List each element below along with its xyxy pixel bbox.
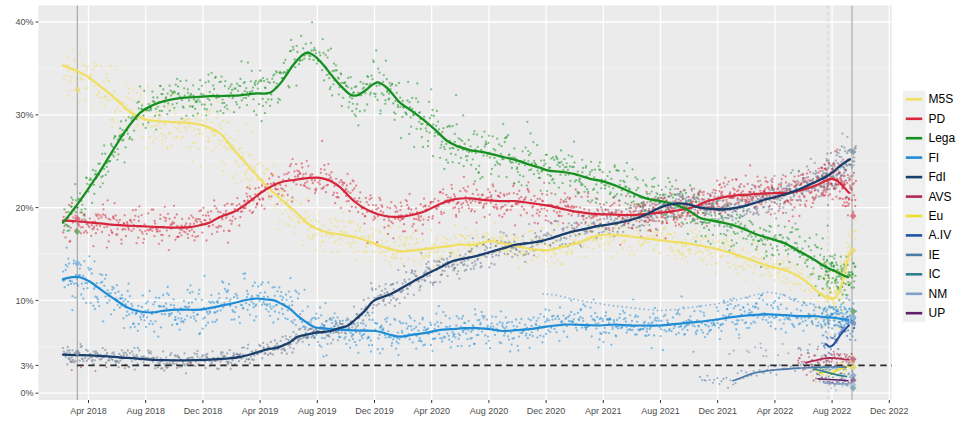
svg-text:10%: 10% [15, 296, 33, 306]
svg-text:FdI: FdI [929, 170, 946, 184]
svg-text:Apr 2022: Apr 2022 [757, 406, 794, 416]
svg-text:40%: 40% [15, 17, 33, 27]
svg-text:M5S: M5S [929, 92, 954, 106]
svg-text:Dec 2020: Dec 2020 [527, 406, 566, 416]
svg-text:0%: 0% [20, 388, 33, 398]
svg-text:Dec 2022: Dec 2022 [870, 406, 909, 416]
svg-text:Aug 2020: Aug 2020 [470, 406, 509, 416]
svg-text:IC: IC [929, 267, 941, 281]
svg-text:Apr 2018: Apr 2018 [70, 406, 107, 416]
svg-text:FI: FI [929, 151, 940, 165]
svg-text:20%: 20% [15, 203, 33, 213]
svg-text:Apr 2020: Apr 2020 [413, 406, 450, 416]
svg-text:Dec 2019: Dec 2019 [355, 406, 394, 416]
svg-text:Dec 2018: Dec 2018 [184, 406, 223, 416]
svg-text:Dec 2021: Dec 2021 [698, 406, 737, 416]
svg-text:PD: PD [929, 112, 946, 126]
svg-text:Lega: Lega [929, 131, 956, 145]
svg-text:Eu: Eu [929, 209, 944, 223]
svg-text:30%: 30% [15, 110, 33, 120]
svg-text:Aug 2021: Aug 2021 [641, 406, 680, 416]
svg-text:Apr 2021: Apr 2021 [585, 406, 622, 416]
svg-text:IE: IE [929, 248, 940, 262]
svg-text:Aug 2022: Aug 2022 [813, 406, 852, 416]
svg-text:UP: UP [929, 306, 946, 320]
svg-text:Aug 2018: Aug 2018 [126, 406, 165, 416]
svg-text:A.IV: A.IV [929, 228, 952, 242]
svg-text:AVS: AVS [929, 190, 952, 204]
svg-text:Apr 2019: Apr 2019 [242, 406, 279, 416]
svg-text:NM: NM [929, 287, 948, 301]
svg-text:3%: 3% [20, 361, 33, 371]
svg-text:Aug 2019: Aug 2019 [298, 406, 337, 416]
